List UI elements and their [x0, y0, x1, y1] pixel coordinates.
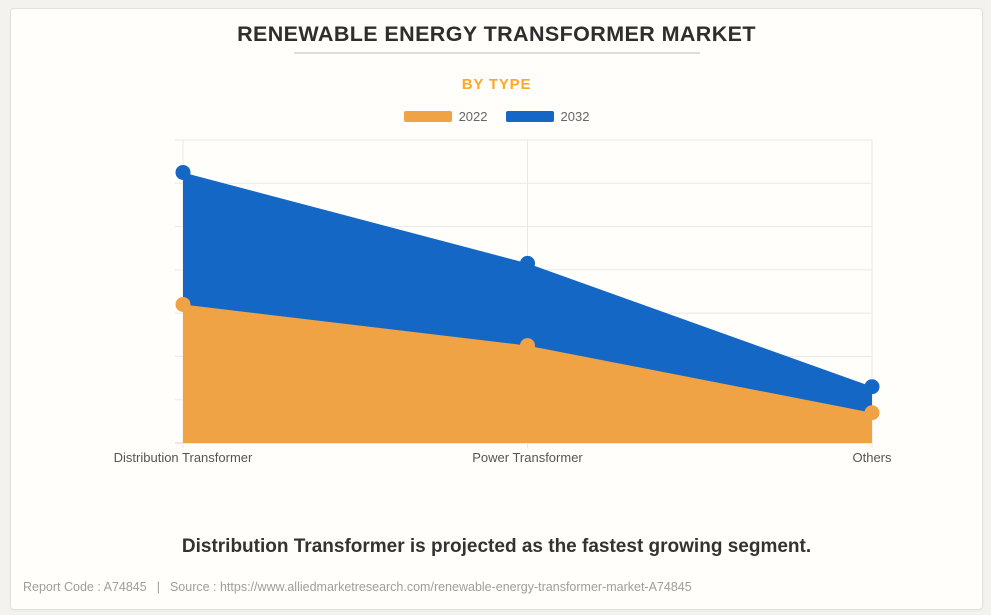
- marker-2032-1[interactable]: [520, 255, 535, 271]
- legend-item-2032[interactable]: 2032: [505, 109, 590, 124]
- chart-title: RENEWABLE ENERGY TRANSFORMER MARKET: [237, 22, 756, 46]
- area-series-2022[interactable]: [183, 304, 872, 443]
- marker-2022-0[interactable]: [175, 296, 191, 312]
- x-axis-label-others: Others: [852, 450, 892, 465]
- legend-swatch-2032: [505, 111, 554, 122]
- legend-label-2032: 2032: [560, 109, 590, 124]
- source-text: Source : https://www.alliedmarketresearc…: [169, 580, 692, 594]
- title-divider: [293, 52, 700, 54]
- legend-item-2022[interactable]: 2022: [403, 109, 488, 124]
- x-axis-labels: Distribution Transformer Power Transforme…: [11, 450, 982, 470]
- chart-subtitle: BY TYPE: [461, 76, 532, 93]
- area-chart[interactable]: Distribution Transformer Power Transforme…: [11, 128, 982, 473]
- footer-separator: |: [156, 580, 160, 594]
- annotation-text: Distribution Transformer is projected as…: [181, 536, 812, 557]
- legend: 2022 2032: [11, 109, 982, 124]
- x-axis-label-power-transformer: Power Transformer: [472, 450, 583, 465]
- marker-2022-2[interactable]: [864, 405, 880, 421]
- marker-2022-1[interactable]: [520, 338, 535, 354]
- marker-2032-0[interactable]: [175, 164, 191, 180]
- legend-label-2022: 2022: [458, 109, 488, 124]
- report-card: RENEWABLE ENERGY TRANSFORMER MARKET BY T…: [10, 8, 983, 610]
- legend-swatch-2022: [403, 111, 452, 122]
- report-code-text: Report Code : A74845: [23, 580, 147, 594]
- area-chart-canvas[interactable]: [11, 128, 982, 473]
- x-axis-label-distribution-transformer: Distribution Transformer: [113, 450, 253, 465]
- marker-2032-2[interactable]: [864, 379, 880, 395]
- footer-text: Report Code : A74845 | Source : https://…: [23, 580, 970, 594]
